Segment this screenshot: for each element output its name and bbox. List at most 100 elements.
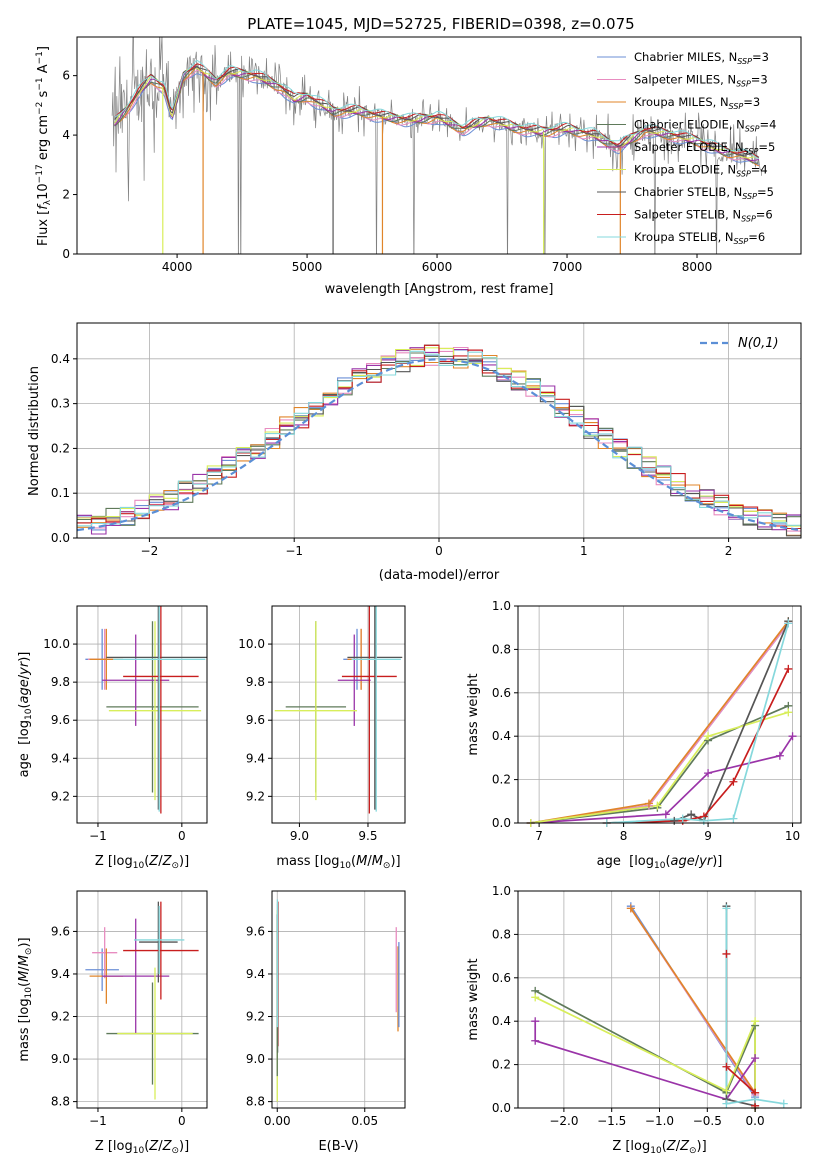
y-tick-label: 8.8 [51,1095,70,1109]
x-tick-label: 0.00 [264,1114,291,1128]
x-axis-label: age [log10(age/yr)] [597,854,723,871]
spectrum-panel: 4000 5000 6000 7000 8000 0 2 4 6 wavelength [Angs… [35,36,802,297]
y-tick-label: 4 [62,128,70,142]
weight-point-marker [704,769,713,778]
weight-point-marker [722,1062,731,1071]
x-tick-label: −1.0 [645,1114,674,1128]
y-tick-label: 9.4 [51,967,70,981]
axes-frame [271,890,406,1109]
x-tick-label: 2 [725,544,733,558]
plot-area [111,37,763,254]
weight-series-line [530,711,789,823]
x-tick-label: −2.0 [549,1114,578,1128]
y-tick-label: 9.0 [51,1052,70,1066]
y-tick-label: 9.2 [51,789,70,803]
y-axis-label: age [log10(age/yr)] [17,652,34,778]
weight-point-marker [704,732,713,741]
x-axis-label: (data-model)/error [379,568,500,583]
x-tick-label: −0.5 [693,1114,722,1128]
axes-frame [271,605,406,824]
y-axis-label: Normed distribution [27,366,42,496]
weight-point-marker [699,816,708,825]
y-tick-label: 8.8 [246,1095,265,1109]
x-tick-label: 0 [178,1114,186,1128]
y-axis-label: mass [log10(M/M⊙)] [17,937,34,1061]
y-tick-label: 9.6 [51,713,70,727]
x-tick-label: 0 [435,544,443,558]
weight-point-marker [531,1017,540,1026]
x-axis-label: E(B-V) [318,1139,358,1154]
weight-point-marker [788,732,797,741]
plot-area [77,344,801,537]
y-axis-label: mass weight [466,673,481,755]
x-tick-label: 8 [620,829,628,843]
y-tick-label: 0.2 [51,441,70,455]
x-tick-label: 8000 [682,260,713,274]
legend-entry: Salpeter ELODIE, NSSP=5 [634,140,775,156]
y-tick-label: 9.6 [246,924,265,938]
weight-series-line [606,668,790,823]
y-tick-label: 0.8 [492,927,511,941]
weight-point-marker [784,708,793,717]
spectrum-legend: Chabrier MILES, NSSP=3 Salpeter MILES, NS… [597,50,776,246]
x-axis-label: Z [log10(Z/Z⊙)] [612,1139,706,1156]
y-tick-label: 1.0 [492,884,511,898]
x-tick-label: −1.5 [597,1114,626,1128]
weight-vs-metallicity-panel: −2.0 −1.5 −1.0 −0.5 0.0 0.0 0.2 0.4 0.6 0.8 1.0 Z [… [466,884,802,1156]
model-spectrum-line [114,73,760,166]
axes-frame [76,890,208,1109]
y-axis-label: Flux [fλ10−17 erg cm−2 s−1 A−1] [35,46,53,246]
age-vs-metallicity-panel: −1 0 9.2 9.4 9.6 9.8 10.0 Z [log10(Z/Z⊙)] age [l… [17,605,208,871]
x-tick-label: 9.5 [358,829,377,843]
weight-point-marker [722,1086,731,1095]
x-tick-label: 4000 [162,260,193,274]
y-tick-label: 0.1 [51,486,70,500]
x-axis-label: Z [log10(Z/Z⊙)] [95,1139,189,1156]
weight-point-marker [779,1099,788,1108]
weight-series-line [534,990,756,1108]
mass-vs-ebv-panel: 0.00 0.05 8.8 9.0 9.2 9.4 9.6 E(B-V) [246,890,406,1154]
x-tick-label: 5000 [292,260,323,274]
y-tick-label: 0.4 [492,729,511,743]
weight-point-marker [722,904,731,913]
y-tick-label: 0.4 [51,352,70,366]
x-tick-label: 0.0 [746,1114,765,1128]
y-tick-label: 0.0 [51,531,70,545]
y-tick-label: 9.8 [246,675,265,689]
weight-point-marker [751,1095,760,1104]
weight-point-marker [775,751,784,760]
y-tick-label: 2 [62,188,70,202]
y-tick-label: 0.2 [492,773,511,787]
legend-entry: N(0,1) [738,336,779,351]
y-tick-label: 0.8 [492,642,511,656]
y-tick-label: 9.8 [51,675,70,689]
y-tick-label: 9.2 [51,1010,70,1024]
y-tick-label: 10.0 [43,637,70,651]
legend-entry: Kroupa ELODIE, NSSP=4 [634,163,768,179]
y-axis-label: mass weight [466,958,481,1040]
y-tick-label: 0.2 [492,1058,511,1072]
weight-point-marker [751,1054,760,1063]
y-tick-label: 0.4 [492,1014,511,1028]
weight-series-line [530,705,789,823]
residual-histogram-step [77,350,801,527]
legend-entry: Kroupa MILES, NSSP=3 [634,95,760,111]
weight-point-marker [784,664,793,673]
weight-point-marker [729,814,738,823]
model-spectrum-line [114,69,760,167]
figure-title: PLATE=1045, MJD=52725, FIBERID=0398, z=0… [247,15,634,33]
x-axis-label: mass [log10(M/M⊙)] [276,854,400,871]
x-tick-label: 1 [580,544,588,558]
y-tick-label: 0.6 [492,971,511,985]
axes-frame [76,36,802,255]
legend-entry: Chabrier ELODIE, NSSP=4 [634,118,776,134]
model-spectrum-line [114,60,760,159]
plot-area [85,901,199,1100]
weight-point-marker [784,619,793,628]
x-tick-label: −2 [141,544,159,558]
weight-point-marker [687,810,696,819]
weight-point-marker [531,1036,540,1045]
y-tick-label: 9.6 [51,924,70,938]
y-tick-label: 9.0 [246,1052,265,1066]
legend-entry: Salpeter MILES, NSSP=3 [634,73,768,89]
